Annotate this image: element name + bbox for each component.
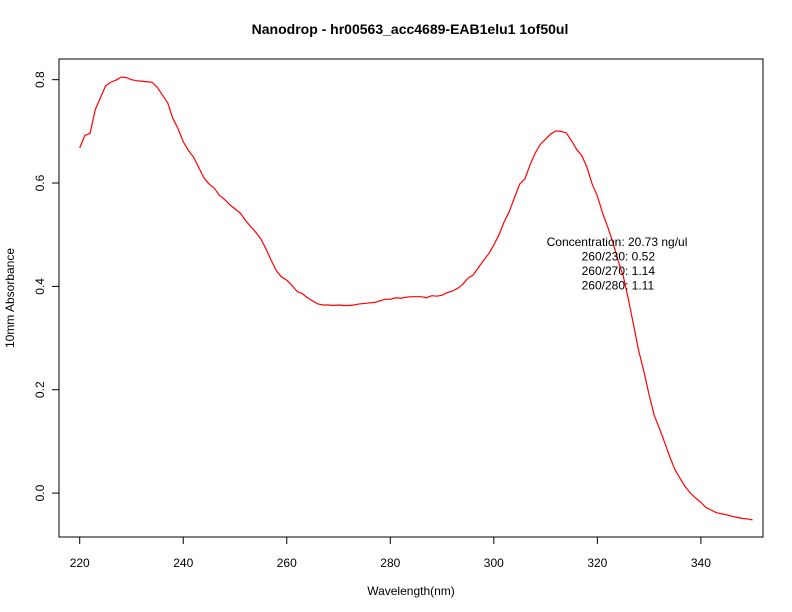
y-axis: 0.0 0.2 0.4 0.6 0.8 bbox=[33, 71, 60, 501]
y-axis-label: 10mm Absorbance bbox=[3, 248, 17, 348]
plot-frame bbox=[58, 58, 764, 538]
ratio-annotation: 260/280: 1.11 bbox=[582, 279, 655, 293]
y-tick-label: 0.0 bbox=[33, 484, 47, 501]
x-tick-label: 220 bbox=[70, 556, 90, 570]
y-tick-label: 0.4 bbox=[33, 278, 47, 295]
x-axis-label: Wavelength(nm) bbox=[367, 584, 455, 598]
absorbance-line bbox=[79, 76, 753, 521]
x-tick-label: 240 bbox=[173, 556, 193, 570]
ratio-annotation: 260/230: 0.52 bbox=[582, 250, 656, 264]
concentration-annotation: Concentration: 20.73 ng/ul bbox=[547, 235, 688, 249]
y-tick-label: 0.2 bbox=[33, 381, 47, 398]
x-tick-label: 300 bbox=[484, 556, 504, 570]
x-tick-label: 260 bbox=[277, 556, 297, 570]
y-tick-label: 0.8 bbox=[33, 71, 47, 88]
series-layer bbox=[79, 76, 753, 521]
x-axis: 220 240 260 280 300 320 340 bbox=[70, 536, 711, 570]
ratio-annotation: 260/270: 1.14 bbox=[582, 264, 656, 278]
y-tick-label: 0.6 bbox=[33, 174, 47, 191]
x-tick-label: 340 bbox=[691, 556, 711, 570]
x-tick-label: 320 bbox=[587, 556, 607, 570]
chart-title: Nanodrop - hr00563_acc4689-EAB1elu1 1of5… bbox=[252, 21, 569, 37]
x-tick-label: 280 bbox=[380, 556, 400, 570]
